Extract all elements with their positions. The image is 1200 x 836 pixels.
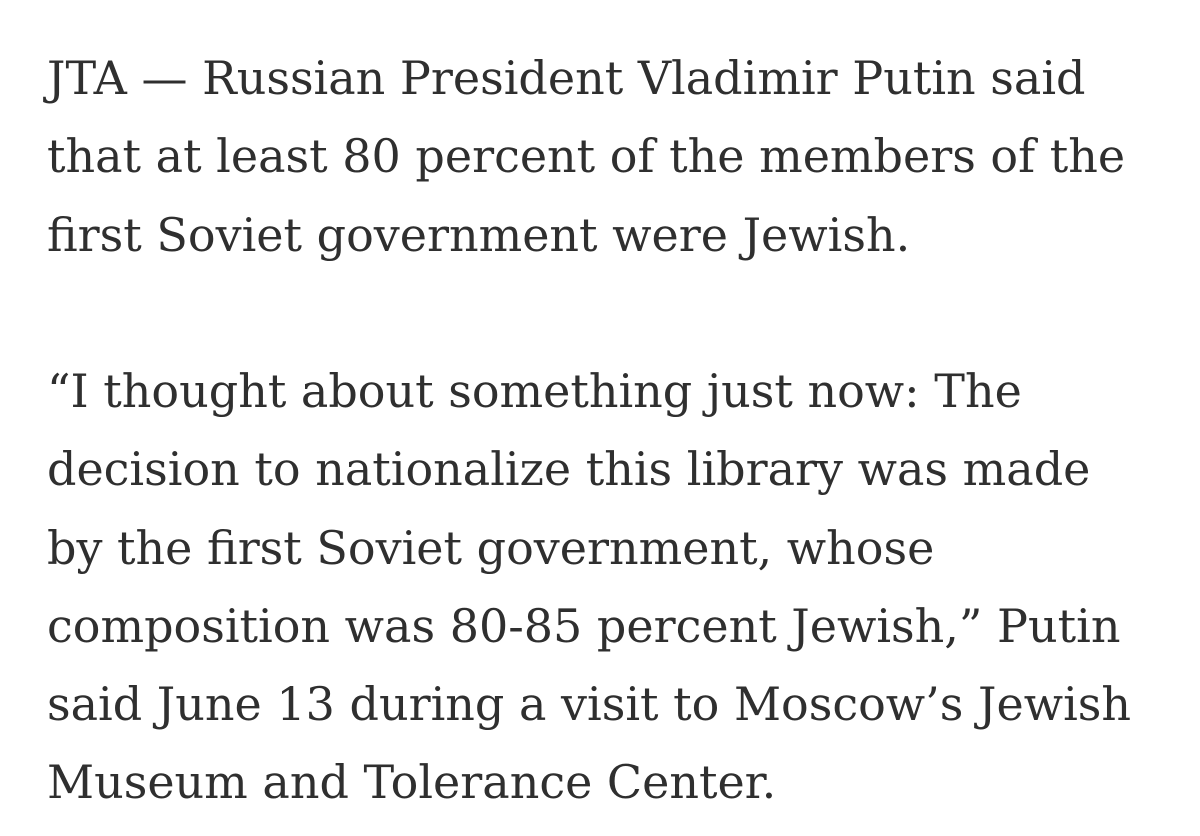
text-line: that at least 80 percent of the members … — [47, 129, 1126, 183]
text-line: JTA — Russian President Vladimir Putin s… — [47, 51, 1086, 105]
text-line: first Soviet government were Jewish. — [47, 208, 911, 262]
text-line: composition was 80-85 percent Jewish,” P… — [47, 599, 1121, 653]
text-line: “I thought about something just now: The — [47, 364, 1022, 418]
text-line: Museum and Tolerance Center. — [47, 755, 777, 809]
text-line: said June 13 during a visit to Moscow’s … — [47, 677, 1132, 731]
text-line: by the first Soviet government, whose — [47, 521, 935, 575]
text-line: decision to nationalize this library was… — [47, 442, 1091, 496]
